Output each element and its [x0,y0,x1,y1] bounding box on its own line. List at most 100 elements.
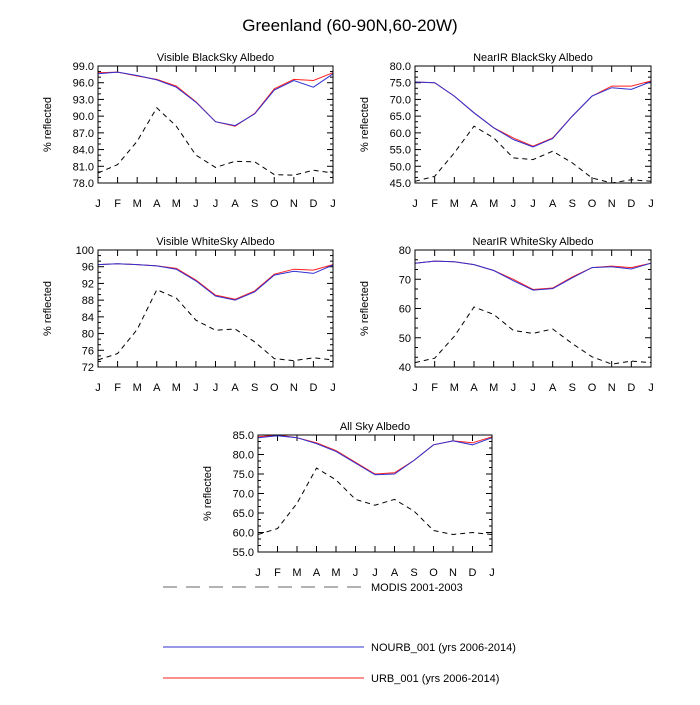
y-axis-label: % reflected [202,466,214,521]
chart-title: NearIR BlackSky Albedo [473,52,593,64]
plot-frame [97,249,334,368]
x-tick-label: J [511,198,517,210]
series-line-urb [414,260,652,291]
x-tick-label: O [270,198,279,210]
x-tick-label: D [469,567,477,579]
x-tick-label: J [648,198,654,210]
y-tick-label: 50 [399,333,411,345]
x-tick-label: O [429,567,438,579]
y-tick-label: 80 [82,329,94,341]
x-tick-label: M [489,198,498,210]
plot-frame [414,65,652,184]
y-tick-label: 70.0 [390,94,411,106]
y-tick-label: 92 [82,278,94,290]
chart-title: NearIR WhiteSky Albedo [472,236,593,248]
y-tick-label: 88 [82,295,94,307]
y-axis-label: % reflected [42,281,54,336]
y-tick-label: 96 [82,262,94,274]
x-tick-label: J [530,382,536,394]
x-tick-label: A [549,382,557,394]
y-tick-label: 65.0 [390,111,411,123]
series-line-modis [257,467,493,536]
x-tick-label: J [95,382,101,394]
series-line-nourb [97,71,334,127]
x-tick-label: S [251,382,258,394]
series-line-nourb [97,263,334,301]
y-tick-label: 75.0 [390,78,411,90]
x-tick-label: A [391,567,399,579]
x-tick-label: D [309,198,317,210]
y-tick-label: 55.0 [390,145,411,157]
y-tick-label: 72 [82,362,94,374]
x-tick-label: D [627,382,635,394]
x-tick-label: J [530,198,536,210]
x-tick-label: A [470,198,478,210]
figure-title: Greenland (60-90N,60-20W) [242,16,457,35]
y-tick-label: 99.0 [73,61,94,73]
y-tick-label: 93.0 [73,94,94,106]
x-tick-label: J [255,567,261,579]
x-tick-label: J [412,198,418,210]
series-line-urb [97,263,334,300]
series-line-nourb [257,435,493,476]
x-tick-label: M [172,198,181,210]
x-tick-label: M [450,198,459,210]
chart-panel-4: NearIR WhiteSky Albedo % reflected 40 50 60 7… [359,236,654,394]
y-tick-label: 81.0 [73,161,94,173]
chart-panel-1: Visible BlackSky Albedo % reflected 78.0 81… [42,52,336,210]
y-axis-label: % reflected [42,97,54,152]
x-tick-label: S [569,382,576,394]
y-axis-label: % reflected [359,281,371,336]
x-tick-label: J [330,382,336,394]
y-tick-label: 78.0 [73,178,94,190]
y-tick-label: 50.0 [390,161,411,173]
y-tick-label: 84 [82,312,94,324]
x-tick-label: J [372,567,378,579]
x-tick-label: J [511,382,517,394]
y-tick-label: 70.0 [233,489,254,501]
y-tick-label: 87.0 [73,128,94,140]
x-tick-label: J [330,198,336,210]
y-tick-label: 80 [399,245,411,257]
y-tick-label: 80.0 [390,61,411,73]
x-tick-label: O [588,382,597,394]
chart-title: Visible WhiteSky Albedo [156,236,274,248]
x-tick-label: O [270,382,279,394]
legend-label-nourb: NOURB_001 (yrs 2006-2014) [371,642,516,654]
plot-frame [97,65,334,184]
legend: MODIS 2001-2003 NOURB_001 (yrs 2006-2014)… [163,582,516,685]
x-tick-label: N [608,198,616,210]
x-tick-label: A [231,382,239,394]
chart-panel-2: NearIR BlackSky Albedo % reflected 45.0 50.… [359,52,654,210]
x-tick-label: M [331,567,340,579]
x-tick-label: S [410,567,417,579]
chart-title: All Sky Albedo [340,421,410,433]
chart-panel-3: Visible WhiteSky Albedo % reflected 72 76 80… [42,236,336,394]
plot-frame [414,249,652,368]
x-tick-label: N [290,382,298,394]
y-tick-label: 40 [399,362,411,374]
plot-frame [257,434,493,553]
x-tick-label: F [431,198,438,210]
x-tick-label: A [231,198,239,210]
x-tick-label: J [412,382,418,394]
x-tick-label: N [608,382,616,394]
x-tick-label: J [648,382,654,394]
x-tick-label: D [309,382,317,394]
series-line-modis [414,306,652,365]
chart-title: Visible BlackSky Albedo [157,52,274,64]
x-tick-label: A [153,198,161,210]
x-tick-label: M [489,382,498,394]
x-tick-label: M [133,198,142,210]
y-tick-label: 60.0 [233,528,254,540]
y-tick-label: 76 [82,345,94,357]
x-tick-label: M [133,382,142,394]
y-tick-label: 45.0 [390,178,411,190]
x-tick-label: N [290,198,298,210]
y-tick-label: 90.0 [73,111,94,123]
series-line-nourb [414,260,652,291]
x-tick-label: A [549,198,557,210]
x-tick-label: N [449,567,457,579]
